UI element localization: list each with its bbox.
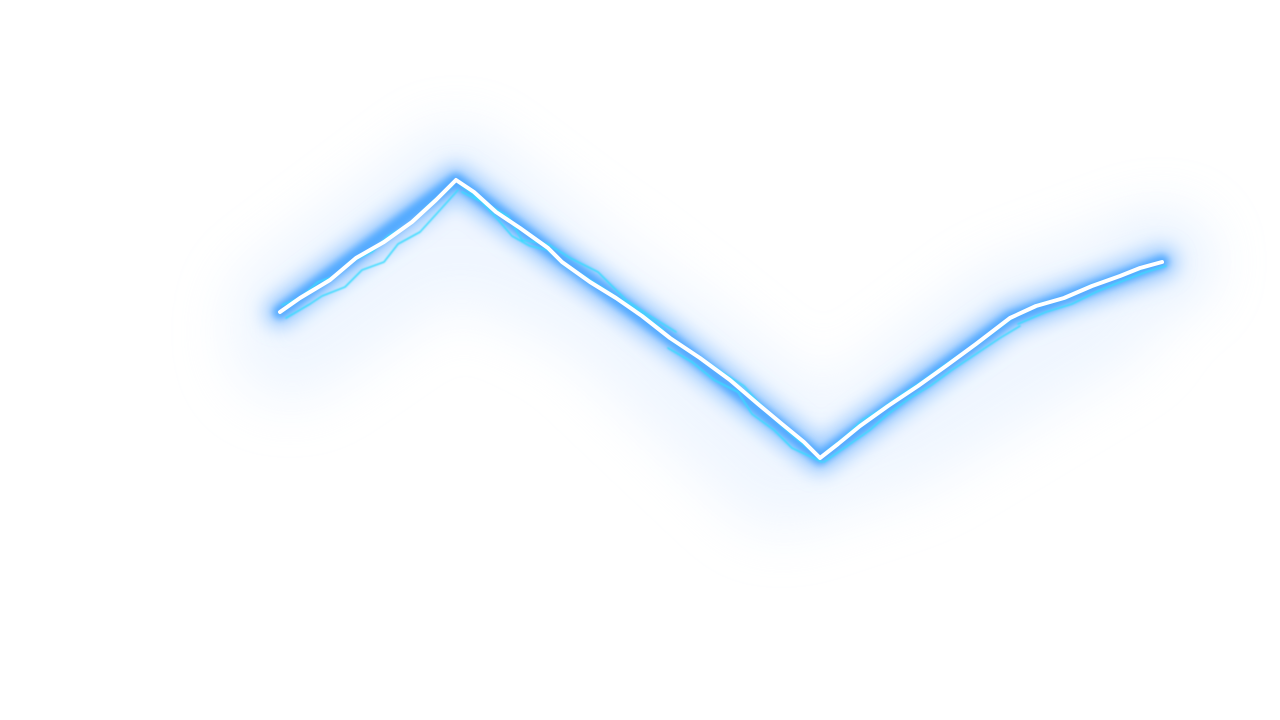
bolt-core xyxy=(278,178,1164,460)
